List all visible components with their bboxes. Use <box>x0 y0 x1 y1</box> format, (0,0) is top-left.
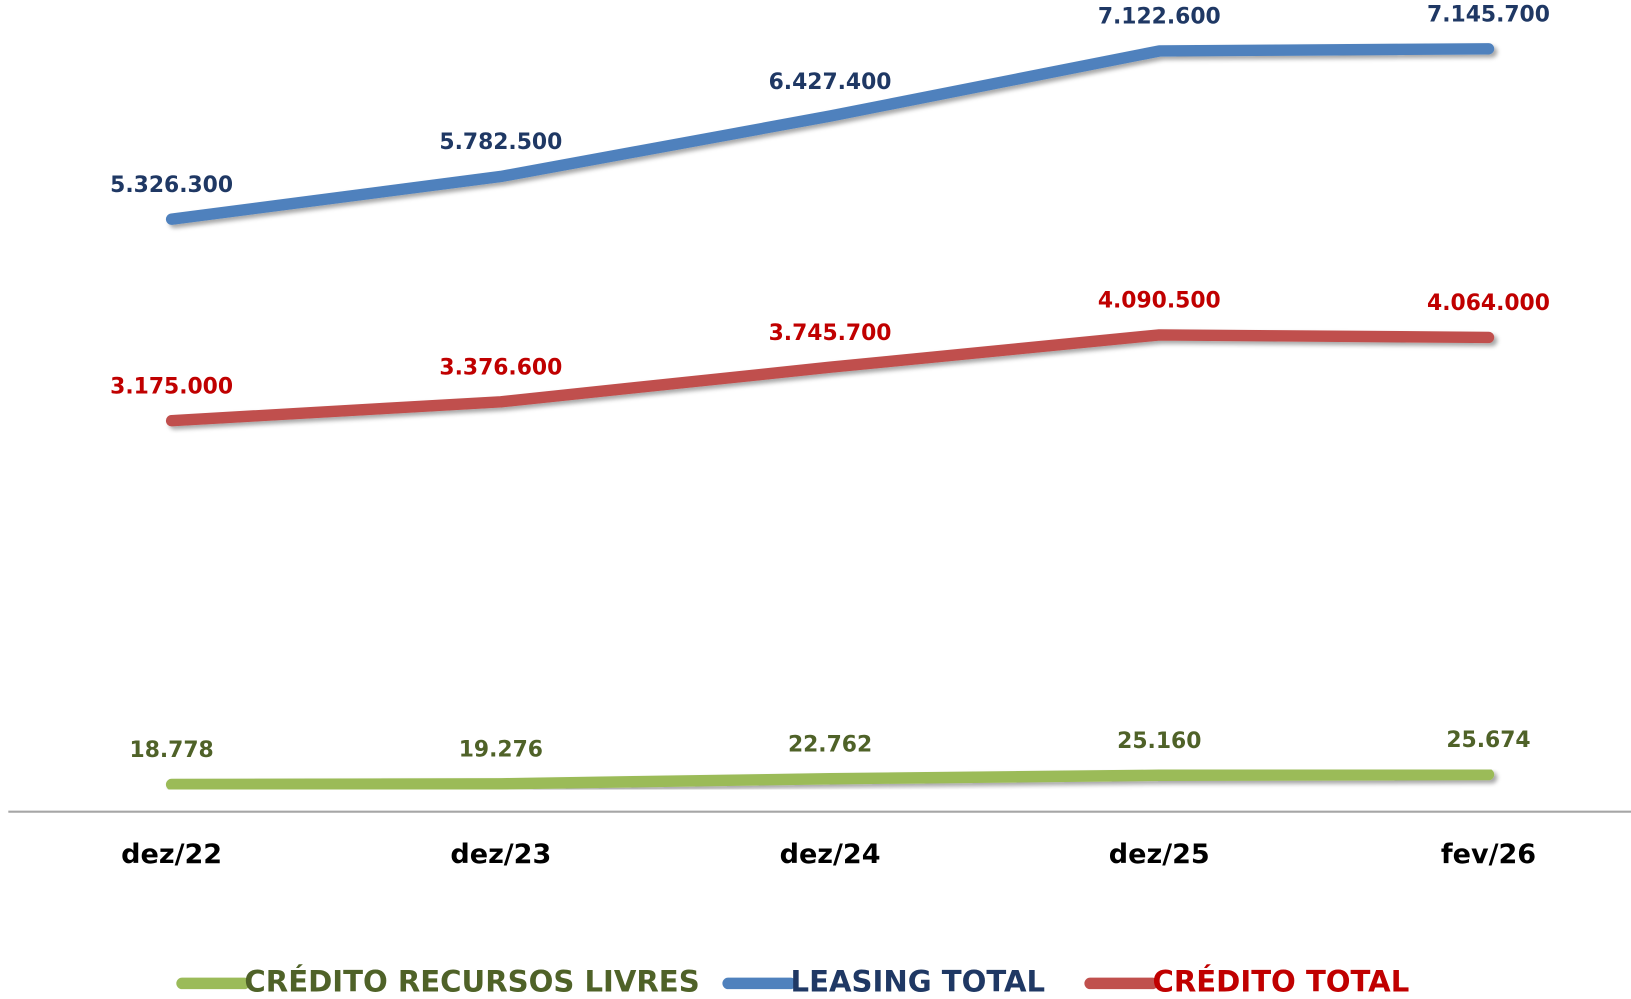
data-label: 3.175.000 <box>110 374 233 399</box>
line <box>165 768 1495 791</box>
data-label: 5.782.500 <box>439 130 562 155</box>
data-label: 18.778 <box>130 738 214 763</box>
data-label: 22.762 <box>788 732 872 757</box>
data-label: 19.276 <box>459 737 543 762</box>
legend-label: CRÉDITO RECURSOS LIVRES <box>244 964 699 998</box>
x-tick-label: fev/26 <box>1441 839 1536 870</box>
x-tick-label: dez/23 <box>450 839 551 870</box>
data-label: 5.326.300 <box>110 173 233 198</box>
x-tick-label: dez/22 <box>121 839 222 870</box>
data-label: 7.145.700 <box>1427 2 1550 27</box>
legend-label: LEASING TOTAL <box>791 964 1046 998</box>
line <box>165 43 1495 225</box>
data-label: 6.427.400 <box>769 70 892 95</box>
data-label: 25.160 <box>1117 729 1201 754</box>
data-label: 7.122.600 <box>1098 5 1221 30</box>
data-label: 4.090.500 <box>1098 289 1221 314</box>
legend-label: CRÉDITO TOTAL <box>1153 964 1410 998</box>
x-tick-label: dez/25 <box>1109 839 1210 870</box>
data-label: 3.376.600 <box>439 355 562 380</box>
x-tick-label: dez/24 <box>780 839 881 870</box>
data-label: 3.745.700 <box>769 321 892 346</box>
data-label: 25.674 <box>1446 728 1530 753</box>
data-label: 4.064.000 <box>1427 291 1550 316</box>
line <box>165 329 1495 427</box>
